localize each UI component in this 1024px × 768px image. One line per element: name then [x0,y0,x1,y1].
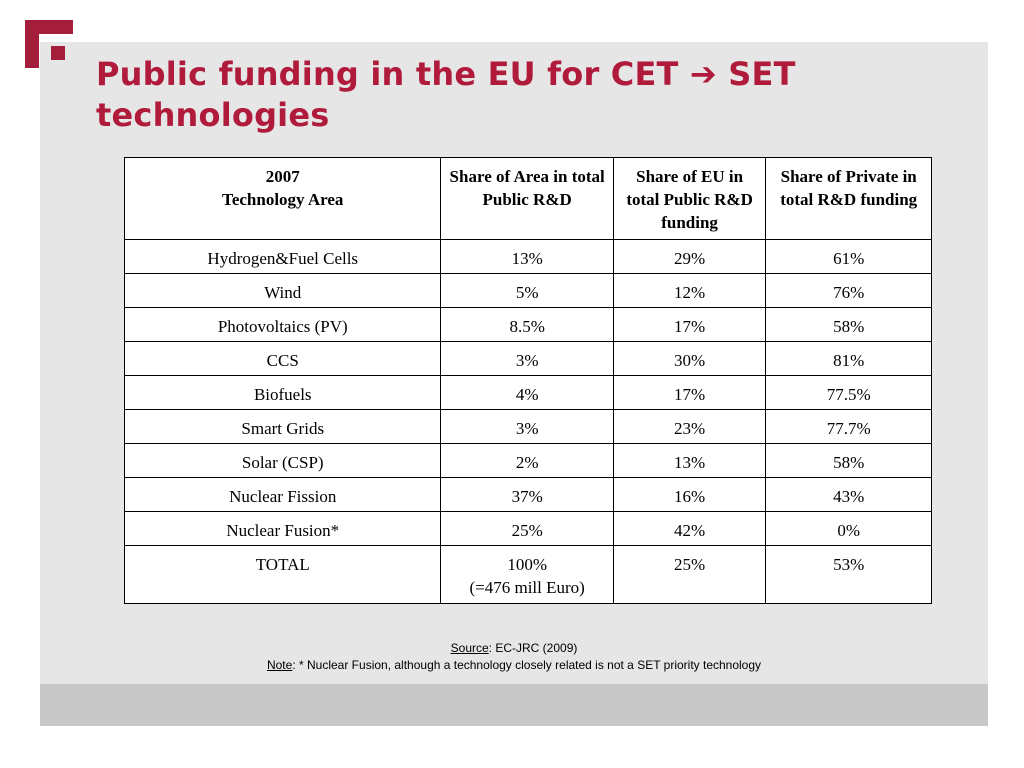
cell-share-eu: 23% [612,409,767,444]
cell-share-private: 77.5% [765,375,932,410]
cell-share-private: 77.7% [765,409,932,444]
funding-table: 2007 Technology Area Share of Area in tot… [123,157,932,604]
cell-share-eu: 29% [612,239,767,274]
cell-share-private: 43% [765,477,932,512]
header-share-private: Share of Private in total R&D funding [765,157,932,240]
cell-share-private: 76% [765,273,932,308]
cell-share-eu: 30% [612,341,767,376]
cell-share-area: 13% [440,239,614,274]
cell-share-area: 4% [440,375,614,410]
cell-share-area: 3% [440,409,614,444]
cell-share-area: 8.5% [440,307,614,342]
cell-share-area: 2% [440,443,614,478]
source-line: Source: EC-JRC (2009) [40,640,988,657]
header-share-eu: Share of EU in total Public R&D funding [612,157,767,240]
source-label: Source [450,641,489,655]
cell-share-private: 0% [765,511,932,546]
note-label: Note [266,658,293,672]
table-row: Biofuels 4% 17% 77.5% [123,375,932,410]
cell-share-eu: 42% [612,511,767,546]
table-row: Wind 5% 12% 76% [123,273,932,308]
source-text: : EC-JRC (2009) [488,641,578,655]
note-text: : * Nuclear Fusion, although a technolog… [292,658,762,672]
logo-icon [25,20,73,68]
cell-technology: Nuclear Fission [123,477,442,512]
table-row: Nuclear Fission 37% 16% 43% [123,477,932,512]
cell-share-area: 3% [440,341,614,376]
cell-technology: Nuclear Fusion* [123,511,442,546]
cell-share-eu: 12% [612,273,767,308]
header-share-area: Share of Area in total Public R&D [440,157,614,240]
cell-share-private: 61% [765,239,932,274]
cell-technology: CCS [123,341,442,376]
header-technology-area: 2007 Technology Area [123,157,442,240]
cell-total-area: 100% (=476 mill Euro) [440,545,614,604]
cell-total-eu: 25% [612,545,767,604]
cell-share-private: 58% [765,443,932,478]
cell-technology: Solar (CSP) [123,443,442,478]
cell-share-eu: 16% [612,477,767,512]
cell-total-private: 53% [765,545,932,604]
table-row: Solar (CSP) 2% 13% 58% [123,443,932,478]
table-total-row: TOTAL 100% (=476 mill Euro) 25% 53% [123,545,932,604]
slide-footer: Source: EC-JRC (2009) Note: * Nuclear Fu… [40,640,988,674]
cell-share-private: 81% [765,341,932,376]
table-header-row: 2007 Technology Area Share of Area in tot… [123,157,932,240]
table-row: Nuclear Fusion* 25% 42% 0% [123,511,932,546]
table-row: Smart Grids 3% 23% 77.7% [123,409,932,444]
slide-bottom-bar [40,684,988,726]
cell-technology: Wind [123,273,442,308]
cell-total-label: TOTAL [123,545,442,604]
slide-title: Public funding in the EU for CET ➔ SET t… [96,55,796,134]
cell-technology: Smart Grids [123,409,442,444]
cell-technology: Hydrogen&Fuel Cells [123,239,442,274]
table-row: Hydrogen&Fuel Cells 13% 29% 61% [123,239,932,274]
cell-share-eu: 13% [612,443,767,478]
cell-share-area: 25% [440,511,614,546]
cell-share-area: 5% [440,273,614,308]
table-row: Photovoltaics (PV) 8.5% 17% 58% [123,307,932,342]
cell-share-private: 58% [765,307,932,342]
cell-technology: Biofuels [123,375,442,410]
cell-share-area: 37% [440,477,614,512]
cell-share-eu: 17% [612,375,767,410]
cell-technology: Photovoltaics (PV) [123,307,442,342]
note-line: Note: * Nuclear Fusion, although a techn… [40,657,988,674]
table-row: CCS 3% 30% 81% [123,341,932,376]
cell-share-eu: 17% [612,307,767,342]
